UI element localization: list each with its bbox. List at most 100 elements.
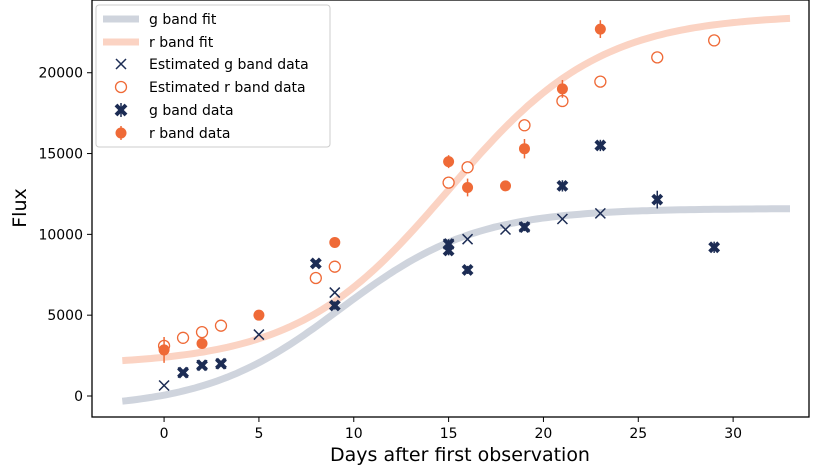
r-data-point [556, 80, 568, 98]
g-data-marker-stroke-b [328, 299, 341, 312]
legend-label-g-band-fit: g band fit [149, 12, 217, 28]
r-data-marker [329, 236, 341, 248]
g-data-point [556, 179, 569, 192]
r-data-marker [443, 156, 455, 168]
g-data-point [196, 359, 208, 372]
g-data-marker-stroke-b [196, 359, 208, 372]
r-data-point [158, 336, 170, 363]
x-tick-label: 15 [440, 426, 458, 442]
x-tick-label: 5 [254, 426, 263, 442]
estimated-g-point-stroke-b [253, 329, 265, 341]
r-data-marker [253, 309, 265, 321]
legend-label-r-data: r band data [149, 126, 230, 142]
x-axis-title: Days after first observation [330, 444, 590, 466]
r-data-marker [556, 83, 568, 95]
y-tick-label: 0 [74, 389, 83, 405]
y-axis-ticks: 0 5000 10000 15000 20000 [38, 66, 92, 405]
r-data-point [253, 309, 265, 321]
estimated-g-point [594, 207, 606, 219]
fit-lines [121, 14, 791, 405]
g-data-point [461, 264, 474, 276]
data-markers [157, 20, 721, 392]
y-tick-label: 20000 [38, 66, 83, 82]
estimated-g-point [253, 329, 265, 341]
legend-label-estimated-r: Estimated r band data [149, 80, 306, 96]
plot-frame [91, 0, 810, 418]
legend-estimated-g-marker [115, 58, 127, 70]
x-tick-label: 0 [160, 426, 169, 442]
g-data-point [651, 190, 664, 209]
x-tick-label: 20 [535, 426, 553, 442]
estimated-r-point [176, 331, 190, 344]
legend: g band fit r band fit Estimated g band d… [95, 4, 331, 148]
estimated-r-point [442, 176, 455, 189]
estimated-g-point [158, 379, 170, 392]
r-data-marker [500, 180, 512, 192]
estimated-r-point [708, 34, 721, 47]
g-data-point [177, 366, 189, 379]
estimated-r-point [518, 119, 531, 132]
g-data-point [594, 139, 607, 152]
r-data-point [594, 20, 606, 38]
r-data-marker [594, 23, 606, 35]
r-data-point [196, 337, 208, 349]
g-data-point [442, 238, 455, 250]
legend-label-g-data: g band data [149, 103, 234, 119]
r-data-marker [158, 344, 170, 356]
estimated-g-point-stroke-b [499, 223, 512, 236]
r-band-fit-line [122, 14, 791, 365]
g-data-point [309, 257, 322, 270]
g-data-marker-stroke-b [708, 241, 721, 254]
legend-r-data-marker [115, 126, 127, 140]
estimated-g-point [499, 223, 512, 236]
r-data-point [518, 139, 530, 159]
estimated-r-point [195, 325, 209, 339]
g-data-marker-stroke-b [442, 238, 455, 250]
estimated-r-point [594, 75, 607, 88]
estimated-g-point [462, 233, 474, 245]
g-data-marker-stroke-b [177, 366, 189, 379]
g-data-marker-stroke-b [215, 357, 227, 370]
g-data-marker-stroke-b [556, 179, 569, 192]
g-data-point [708, 241, 721, 254]
legend-box [95, 4, 331, 148]
legend-g-data-marker [114, 103, 128, 117]
estimated-r-point [461, 161, 474, 174]
estimated-g-point-stroke-b [594, 207, 606, 219]
x-axis-ticks: 0 5 10 15 20 25 30 [160, 417, 742, 442]
r-data-point [500, 180, 512, 192]
g-data-point [518, 221, 531, 234]
r-data-marker [462, 181, 474, 193]
estimated-r-point [651, 51, 664, 64]
g-data-marker-stroke-b [518, 221, 531, 234]
y-tick-label: 15000 [38, 147, 83, 163]
estimated-g-point-stroke-b [329, 287, 341, 299]
g-band-fit-line [121, 205, 790, 405]
g-data-point [328, 299, 341, 312]
legend-label-estimated-g: Estimated g band data [149, 57, 309, 73]
y-tick-label: 10000 [38, 227, 83, 243]
estimated-r-point [214, 319, 228, 332]
estimated-g-point [556, 213, 568, 225]
g-data-point [215, 357, 227, 370]
r-data-marker [196, 337, 208, 349]
r-data-point [462, 178, 474, 197]
x-tick-label: 10 [345, 426, 363, 442]
estimated-g-point [329, 287, 341, 299]
estimated-r-point [328, 260, 341, 273]
x-tick-label: 25 [629, 426, 647, 442]
g-data-marker-stroke-b [594, 139, 607, 152]
r-data-point [443, 155, 455, 169]
g-data-marker-stroke-b [309, 257, 322, 270]
y-tick-label: 5000 [47, 308, 83, 324]
r-data-marker [518, 143, 530, 155]
y-axis-title: Flux [9, 188, 31, 228]
legend-label-r-band-fit: r band fit [149, 35, 214, 51]
g-data-marker-stroke-b [461, 264, 474, 276]
x-tick-label: 30 [724, 426, 742, 442]
r-data-point [329, 236, 341, 248]
g-data-marker-stroke-b [651, 193, 664, 206]
estimated-r-point [309, 271, 322, 285]
estimated-g-point-stroke-b [158, 379, 170, 392]
